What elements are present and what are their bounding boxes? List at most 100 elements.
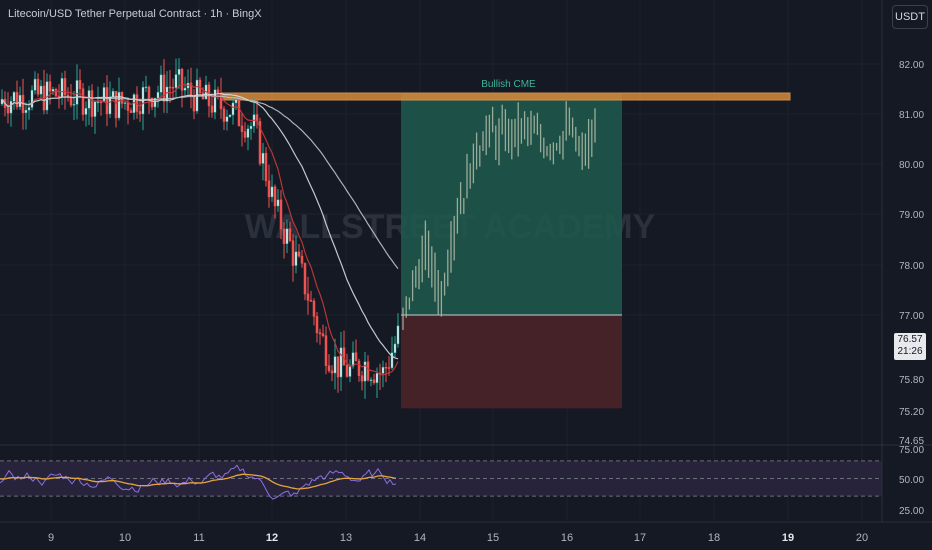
time-tick-label: 11 (193, 532, 204, 544)
candle-body (75, 80, 79, 105)
candle-body (297, 251, 301, 257)
candle-body (330, 370, 334, 374)
candle-body (366, 361, 370, 381)
candle-body (123, 102, 127, 104)
candle-body (381, 366, 385, 374)
time-tick-label: 19 (782, 532, 794, 544)
ma-fast (1, 83, 399, 376)
candle-body (72, 104, 76, 106)
price-tick-label: 81.00 (899, 110, 924, 121)
candle-body (108, 96, 112, 115)
time-tick-label: 14 (414, 532, 426, 544)
candle-body (126, 102, 130, 111)
candle-body (129, 110, 133, 113)
candle-body (69, 96, 73, 106)
candle-body (288, 228, 292, 241)
candle-body (15, 92, 19, 108)
time-tick-label: 16 (561, 532, 573, 544)
candles (0, 58, 400, 399)
candle-body (294, 251, 298, 266)
candle-body (396, 325, 400, 345)
candle-body (318, 332, 322, 335)
candle-body (81, 88, 85, 115)
rsi-tick-label: 75.00 (899, 445, 924, 456)
candle-body (291, 240, 295, 266)
candle-body (36, 78, 40, 95)
time-tick-label: 17 (634, 532, 646, 544)
candle-body (159, 74, 163, 93)
candle-body (279, 199, 283, 230)
candle-body (369, 379, 373, 382)
candle-body (321, 333, 325, 336)
price-tick-label: 82.00 (899, 60, 924, 71)
candle-body (177, 69, 181, 75)
chart-title: Litecoin/USD Tether Perpetual Contract ·… (8, 8, 262, 20)
candle-body (153, 97, 157, 108)
candle-body (300, 255, 304, 264)
candle-body (9, 100, 13, 114)
price-tick-label: 77.00 (899, 311, 924, 322)
candle-body (84, 108, 88, 115)
candle-body (174, 74, 178, 88)
resistance-zone (221, 92, 791, 101)
candle-body (48, 81, 52, 92)
price-tick-label: 74.65 (899, 436, 924, 447)
candle-body (135, 94, 139, 112)
candle-body (351, 352, 355, 367)
candle-body (384, 366, 388, 369)
time-tick-label: 15 (487, 532, 499, 544)
candle-body (225, 116, 229, 122)
candle-body (231, 102, 235, 116)
candle-body (258, 121, 262, 164)
candle-body (222, 108, 226, 122)
rsi-ma-line (0, 473, 397, 490)
currency-button[interactable]: USDT (892, 5, 928, 29)
candle-body (138, 111, 142, 115)
price-tick-label: 75.20 (899, 407, 924, 418)
candle-body (273, 186, 277, 207)
candle-body (390, 352, 394, 369)
candle-body (18, 94, 22, 108)
last-price-value: 76.57 (897, 334, 923, 345)
candle-body (54, 88, 58, 97)
candle-body (240, 125, 244, 132)
ma-slow (1, 94, 399, 269)
candle-body (57, 95, 61, 98)
candle-body (339, 347, 343, 378)
candle-body (345, 364, 349, 377)
candle-body (114, 91, 118, 119)
candle-body (228, 114, 232, 117)
rsi-tick-label: 25.00 (899, 506, 924, 517)
candle-body (276, 199, 280, 207)
candle-body (354, 352, 358, 362)
candle-body (30, 90, 34, 108)
candle-body (183, 87, 187, 91)
candle-body (12, 92, 16, 102)
candle-body (336, 356, 340, 378)
candle-body (168, 86, 172, 89)
candle-body (306, 293, 310, 301)
time-tick-label: 20 (856, 532, 868, 544)
price-tick-label: 78.00 (899, 261, 924, 272)
candle-body (360, 375, 364, 382)
time-tick-label: 13 (340, 532, 352, 544)
candle-body (192, 95, 196, 112)
candle-body (372, 379, 376, 384)
candle-body (393, 343, 397, 353)
candle-body (249, 125, 253, 130)
candle-body (327, 365, 331, 372)
candle-body (51, 88, 55, 92)
candle-body (99, 101, 103, 104)
price-tick-label: 80.00 (899, 160, 924, 171)
candle-body (27, 107, 31, 111)
candle-body (78, 80, 82, 89)
candle-body (282, 228, 286, 244)
candle-body (363, 361, 367, 382)
candle-body (60, 78, 64, 98)
candle-body (180, 69, 184, 91)
annotation-label: Bullish CME (481, 79, 536, 90)
candle-body (237, 99, 241, 127)
time-tick-label: 12 (266, 532, 278, 544)
